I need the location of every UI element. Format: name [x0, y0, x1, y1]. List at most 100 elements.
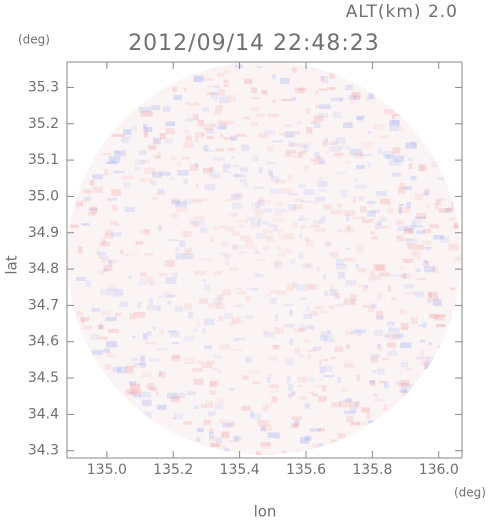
echo-cell — [90, 206, 97, 214]
echo-cell — [228, 439, 241, 443]
echo-cell — [432, 304, 442, 307]
echo-cell — [324, 242, 332, 247]
echo-cell — [281, 450, 287, 453]
echo-cell — [270, 175, 280, 182]
echo-cell — [311, 200, 319, 205]
echo-cell — [207, 85, 216, 88]
echo-cell — [216, 437, 223, 443]
echo-cell — [376, 292, 383, 300]
echo-cell — [287, 174, 293, 181]
echo-cell — [76, 311, 83, 316]
echo-cell — [153, 155, 161, 159]
echo-cell — [80, 317, 89, 322]
echo-cell — [84, 196, 91, 201]
echo-cell — [370, 380, 376, 386]
echo-cell — [391, 297, 397, 301]
echo-cell — [223, 79, 229, 84]
echo-cell — [190, 164, 199, 172]
echo-cell — [183, 129, 189, 135]
echo-cell — [421, 240, 432, 245]
echo-cell — [356, 374, 361, 381]
echo-cell — [368, 277, 374, 282]
echo-cell — [268, 390, 279, 393]
echo-cell — [330, 87, 338, 91]
echo-cell — [329, 285, 334, 291]
echo-disk — [67, 61, 461, 455]
echo-cell — [303, 325, 315, 330]
echo-cell — [194, 163, 199, 168]
echo-cell — [232, 213, 239, 217]
echo-cell — [405, 142, 417, 149]
echo-cell — [346, 225, 351, 232]
echo-cell — [203, 123, 214, 131]
echo-cell — [304, 262, 312, 269]
echo-cell — [319, 218, 325, 224]
echo-cell — [313, 115, 324, 122]
echo-cell — [95, 248, 100, 255]
echo-cell — [228, 322, 237, 326]
echo-cell — [274, 260, 279, 267]
echo-cell — [228, 388, 235, 391]
echo-cell — [336, 264, 347, 270]
echo-cell — [88, 208, 98, 211]
echo-cell — [434, 203, 439, 210]
echo-cell — [358, 421, 368, 425]
echo-cell — [138, 107, 151, 113]
echo-cell — [405, 238, 417, 245]
echo-cell — [322, 142, 334, 146]
echo-cell — [391, 114, 396, 120]
echo-cell — [128, 391, 135, 394]
echo-cell — [317, 113, 329, 118]
echo-cell — [158, 295, 164, 299]
echo-cell — [423, 259, 428, 263]
echo-cell — [200, 404, 207, 409]
echo-cell — [128, 381, 136, 386]
echo-cell — [112, 366, 122, 372]
echo-cell — [244, 356, 252, 363]
echo-cell — [257, 133, 269, 138]
echo-cell — [388, 127, 399, 131]
echo-cell — [255, 201, 261, 209]
echo-cell — [329, 72, 335, 79]
echo-cell — [258, 200, 266, 207]
echo-cell — [400, 322, 409, 330]
echo-cell — [223, 137, 235, 140]
echo-cell — [356, 116, 365, 123]
echo-cell — [310, 121, 316, 125]
echo-cell — [221, 431, 230, 438]
echo-cell — [254, 214, 261, 221]
echo-cell — [274, 179, 286, 184]
echo-cell — [139, 362, 147, 368]
echo-cell — [77, 246, 83, 254]
echo-cell — [391, 172, 401, 177]
echo-cell — [321, 385, 327, 392]
echo-cell — [356, 333, 362, 336]
echo-cell — [148, 145, 157, 150]
echo-cell — [150, 180, 157, 186]
echo-cell — [388, 328, 400, 334]
echo-cell — [300, 200, 311, 204]
echo-cell — [354, 153, 364, 159]
echo-cell — [416, 356, 429, 360]
echo-cell — [288, 204, 296, 211]
echo-cell — [213, 98, 218, 102]
echo-cell — [123, 181, 131, 189]
echo-cell — [215, 105, 223, 111]
echo-cell — [215, 172, 221, 180]
echo-cell — [299, 396, 308, 400]
echo-cell — [209, 390, 216, 396]
echo-cell — [300, 437, 310, 444]
echo-cell — [309, 428, 322, 432]
echo-cell — [335, 137, 346, 144]
echo-cell — [222, 422, 233, 428]
echo-cell — [232, 245, 245, 249]
echo-cell — [210, 169, 216, 174]
echo-cell — [185, 101, 190, 106]
echo-cell — [183, 234, 190, 238]
echo-cell — [451, 201, 461, 207]
echo-cell — [172, 294, 176, 297]
echo-cell — [372, 370, 377, 373]
echo-cell — [414, 216, 426, 219]
echo-cell — [297, 121, 302, 124]
echo-cell — [131, 335, 136, 339]
